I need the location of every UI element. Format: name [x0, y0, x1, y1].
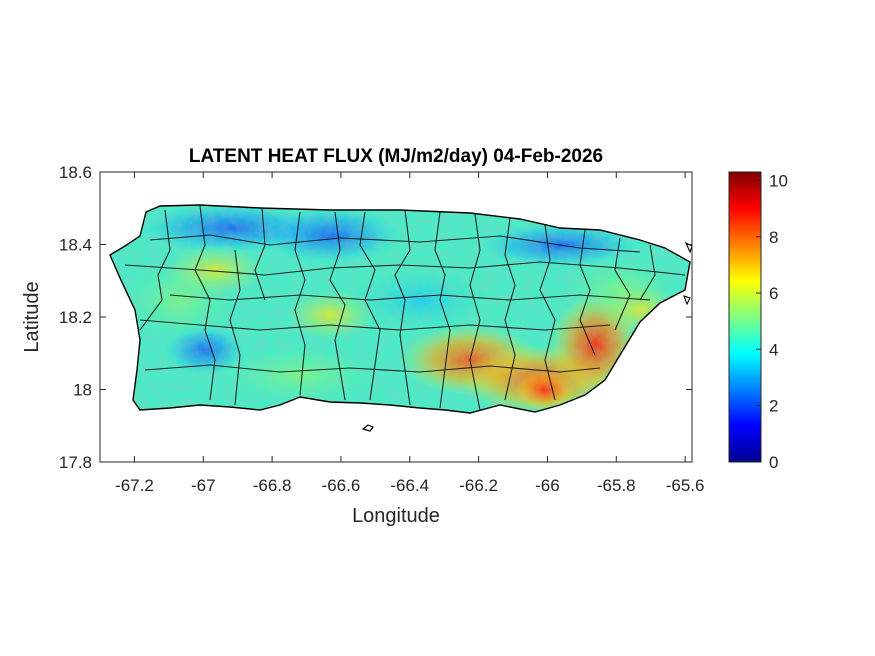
x-tick-label: -67: [191, 476, 216, 495]
y-axis-ticks: 17.8 18 18.2 18.4 18.6: [59, 163, 692, 472]
islet-east-2: [683, 295, 691, 306]
x-tick-label: -65.6: [666, 476, 705, 495]
x-tick-label: -66.6: [322, 476, 361, 495]
colorbar: [728, 171, 762, 463]
colorbar-tick-label: 10: [769, 171, 788, 190]
y-tick-label: 18.6: [59, 163, 92, 182]
x-axis-ticks: -67.2 -67 -66.8 -66.6 -66.4 -66.2 -66 -65.8 -65.…: [115, 172, 704, 495]
x-tick-label: -66.8: [253, 476, 292, 495]
x-tick-label: -66.4: [390, 476, 429, 495]
colorbar-tick-label: 8: [769, 228, 778, 247]
colorbar-ticks: 0 2 4 6 8 10: [756, 171, 788, 472]
colorbar-tick-label: 0: [769, 453, 778, 472]
heat-field: [110, 205, 690, 413]
x-axis-label: Longitude: [352, 505, 440, 527]
x-tick-label: -65.8: [597, 476, 636, 495]
islet-caja-de-muertos: [361, 424, 374, 432]
municipality-boundaries: [124, 205, 686, 411]
colorbar-tick-label: 2: [769, 397, 778, 416]
x-tick-label: -66.2: [459, 476, 498, 495]
y-axis-label: Latitude: [21, 281, 43, 352]
y-tick-label: 17.8: [59, 453, 92, 472]
y-tick-label: 18.2: [59, 308, 92, 327]
y-tick-label: 18: [73, 381, 92, 400]
colorbar-tick-label: 4: [769, 340, 778, 359]
x-tick-label: -66: [535, 476, 560, 495]
y-tick-label: 18.4: [59, 236, 92, 255]
colorbar-tick-label: 6: [769, 284, 778, 303]
x-tick-label: -67.2: [115, 476, 154, 495]
chart-title: LATENT HEAT FLUX (MJ/m2/day) 04-Feb-2026: [189, 146, 603, 167]
